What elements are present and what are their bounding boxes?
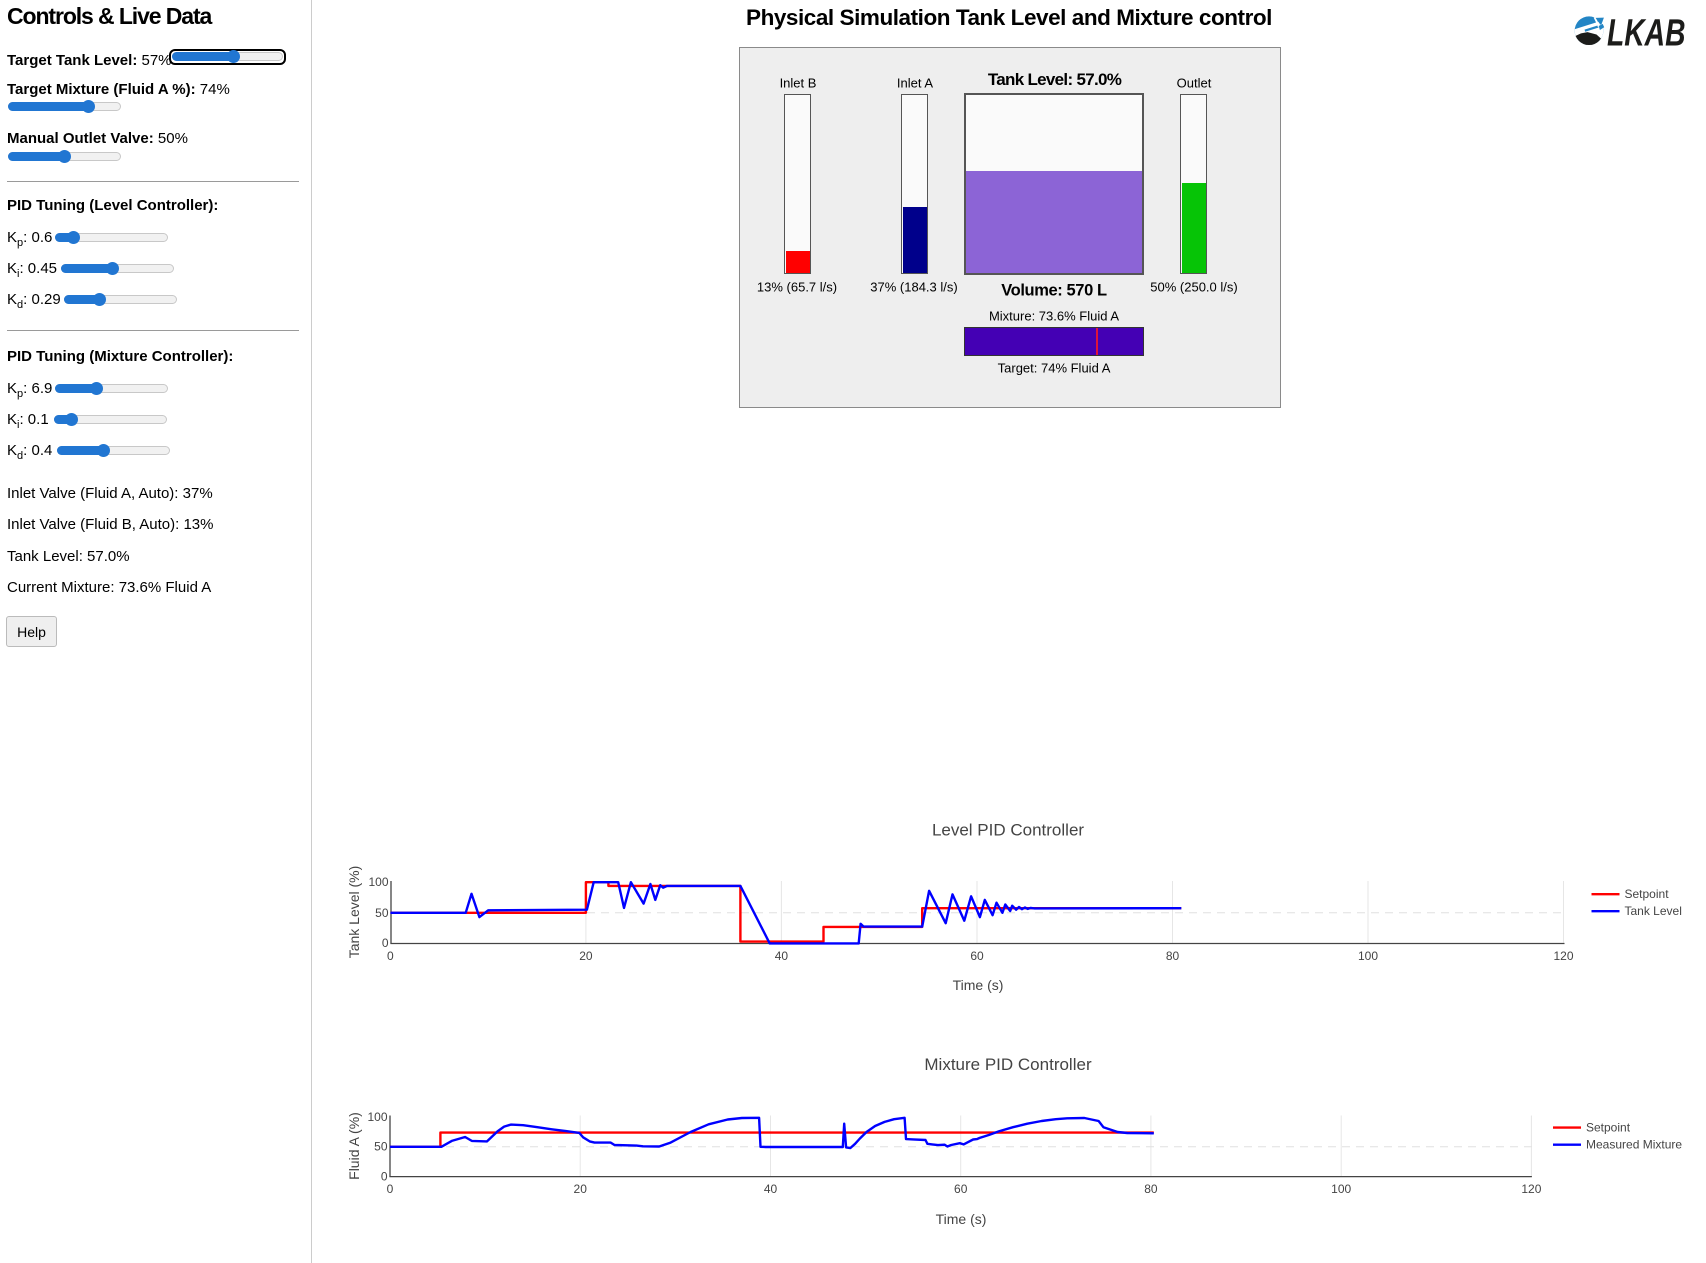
svg-text:60: 60 <box>954 1182 968 1196</box>
svg-text:0: 0 <box>387 1182 394 1196</box>
svg-text:80: 80 <box>1166 949 1180 963</box>
svg-text:100: 100 <box>1358 949 1378 963</box>
svg-text:40: 40 <box>764 1182 778 1196</box>
svg-text:LKAB: LKAB <box>1607 15 1686 47</box>
svg-text:60: 60 <box>970 949 984 963</box>
svg-text:Tank Level (%): Tank Level (%) <box>346 866 362 959</box>
svg-text:Fluid A (%): Fluid A (%) <box>346 1112 362 1180</box>
svg-text:100: 100 <box>368 875 388 889</box>
svg-text:Time (s): Time (s) <box>953 977 1004 993</box>
svg-text:80: 80 <box>1144 1182 1158 1196</box>
svg-text:Setpoint: Setpoint <box>1625 887 1670 901</box>
svg-text:Time (s): Time (s) <box>936 1211 987 1227</box>
svg-text:100: 100 <box>367 1110 387 1124</box>
svg-text:120: 120 <box>1521 1182 1541 1196</box>
svg-text:Measured Mixture: Measured Mixture <box>1586 1138 1682 1152</box>
svg-text:0: 0 <box>387 949 394 963</box>
svg-text:Tank Level: Tank Level <box>1625 904 1682 918</box>
svg-text:20: 20 <box>574 1182 588 1196</box>
svg-text:20: 20 <box>579 949 593 963</box>
svg-text:0: 0 <box>382 936 389 950</box>
svg-text:0: 0 <box>381 1169 388 1183</box>
svg-text:50: 50 <box>374 1140 388 1154</box>
svg-text:Level PID Controller: Level PID Controller <box>932 821 1084 840</box>
svg-text:100: 100 <box>1331 1182 1351 1196</box>
svg-text:120: 120 <box>1553 949 1573 963</box>
svg-text:40: 40 <box>775 949 789 963</box>
svg-text:Setpoint: Setpoint <box>1586 1121 1631 1135</box>
svg-text:50: 50 <box>375 906 389 920</box>
svg-text:Mixture PID Controller: Mixture PID Controller <box>924 1055 1092 1074</box>
